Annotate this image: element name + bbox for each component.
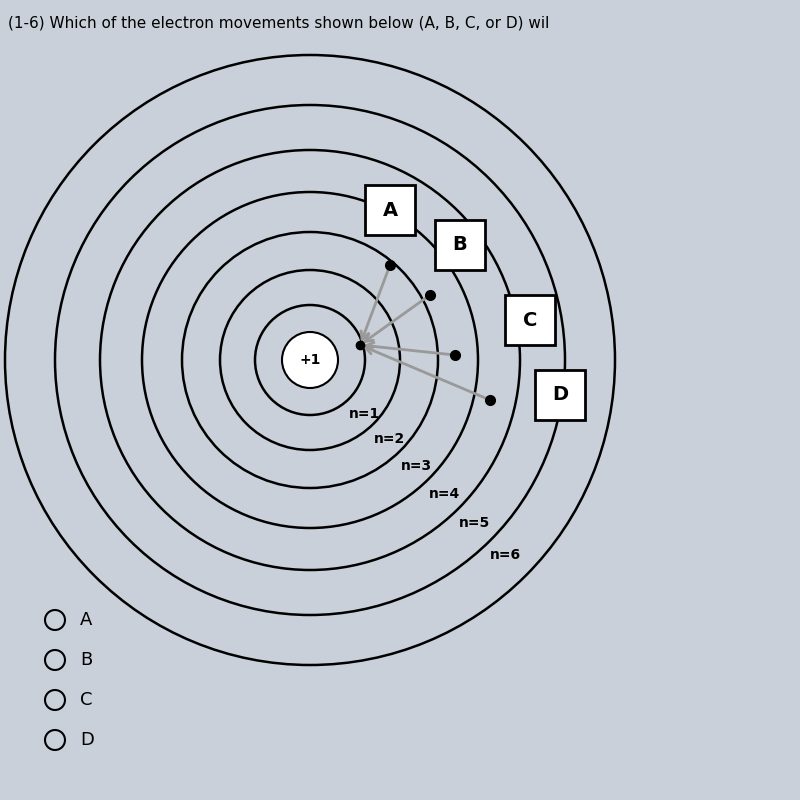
- Text: C: C: [80, 691, 93, 709]
- Text: B: B: [80, 651, 92, 669]
- FancyBboxPatch shape: [365, 185, 415, 235]
- FancyBboxPatch shape: [535, 370, 585, 420]
- Text: +1: +1: [299, 353, 321, 367]
- Text: n=2: n=2: [374, 432, 405, 446]
- Text: (1-6) Which of the electron movements shown below (A, B, C, or D) wil: (1-6) Which of the electron movements sh…: [8, 15, 550, 30]
- Text: n=6: n=6: [490, 548, 522, 562]
- Text: C: C: [523, 310, 537, 330]
- Text: n=5: n=5: [458, 517, 490, 530]
- Text: A: A: [80, 611, 92, 629]
- Text: D: D: [552, 386, 568, 405]
- FancyBboxPatch shape: [435, 220, 485, 270]
- Text: D: D: [80, 731, 94, 749]
- Text: n=3: n=3: [401, 458, 432, 473]
- Text: A: A: [382, 201, 398, 219]
- Text: n=1: n=1: [349, 407, 380, 421]
- FancyBboxPatch shape: [505, 295, 555, 345]
- Circle shape: [282, 332, 338, 388]
- Text: n=4: n=4: [429, 486, 460, 501]
- Text: B: B: [453, 235, 467, 254]
